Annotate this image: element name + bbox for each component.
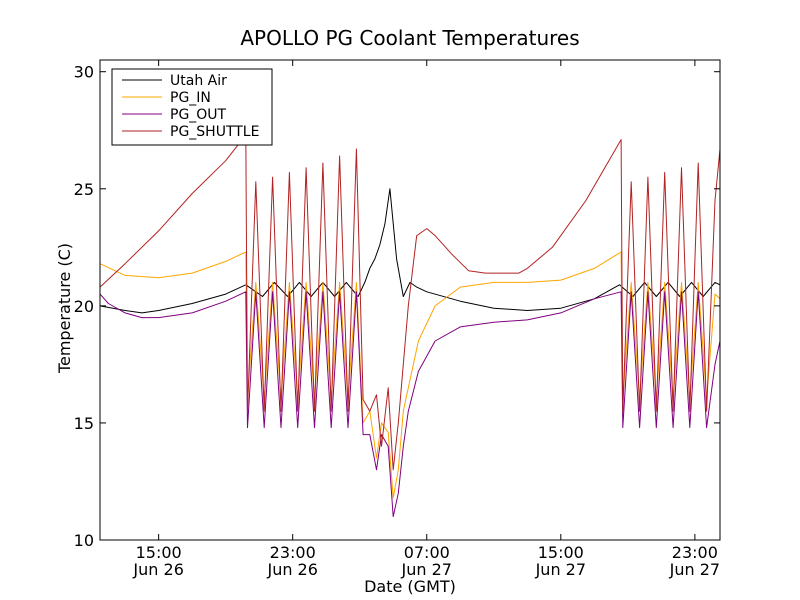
x-tick-date-label: Jun 27: [401, 560, 452, 579]
y-axis-label: Temperature (C): [55, 243, 74, 374]
legend-label-pg-in: PG_IN: [170, 90, 211, 106]
series-layer: [99, 134, 721, 518]
x-tick-time-label: 07:00: [404, 543, 450, 562]
y-tick-label: 25: [74, 180, 94, 199]
x-tick-time-label: 23:00: [270, 543, 316, 562]
x-axis-label: Date (GMT): [364, 577, 456, 596]
x-tick-date-label: Jun 26: [132, 560, 183, 579]
legend-label-pg-shuttle: PG_SHUTTLE: [170, 124, 259, 140]
plot-frame: [99, 59, 721, 541]
legend-label-pg-out: PG_OUT: [170, 107, 227, 123]
x-tick-date-label: Jun 27: [535, 560, 586, 579]
y-tick-label: 15: [74, 414, 94, 433]
legend-box: [111, 68, 273, 146]
x-tick-time-label: 15:00: [538, 543, 584, 562]
legend: Utah Air PG_IN PG_OUT PG_SHUTTLE: [111, 68, 273, 146]
y-tick-label: 10: [74, 531, 94, 550]
chart-title: APOLLO PG Coolant Temperatures: [240, 26, 579, 50]
x-tick-date-label: Jun 27: [669, 560, 720, 579]
x-tick-date-label: Jun 26: [266, 560, 317, 579]
y-tick-label: 30: [74, 63, 94, 82]
x-tick-time-label: 23:00: [672, 543, 718, 562]
x-tick-time-label: 15:00: [136, 543, 182, 562]
series-line-pg-shuttle: [99, 134, 721, 471]
legend-label-utah-air: Utah Air: [170, 73, 227, 89]
series-line-pg-out: [99, 291, 721, 518]
y-tick-label: 20: [74, 297, 94, 316]
